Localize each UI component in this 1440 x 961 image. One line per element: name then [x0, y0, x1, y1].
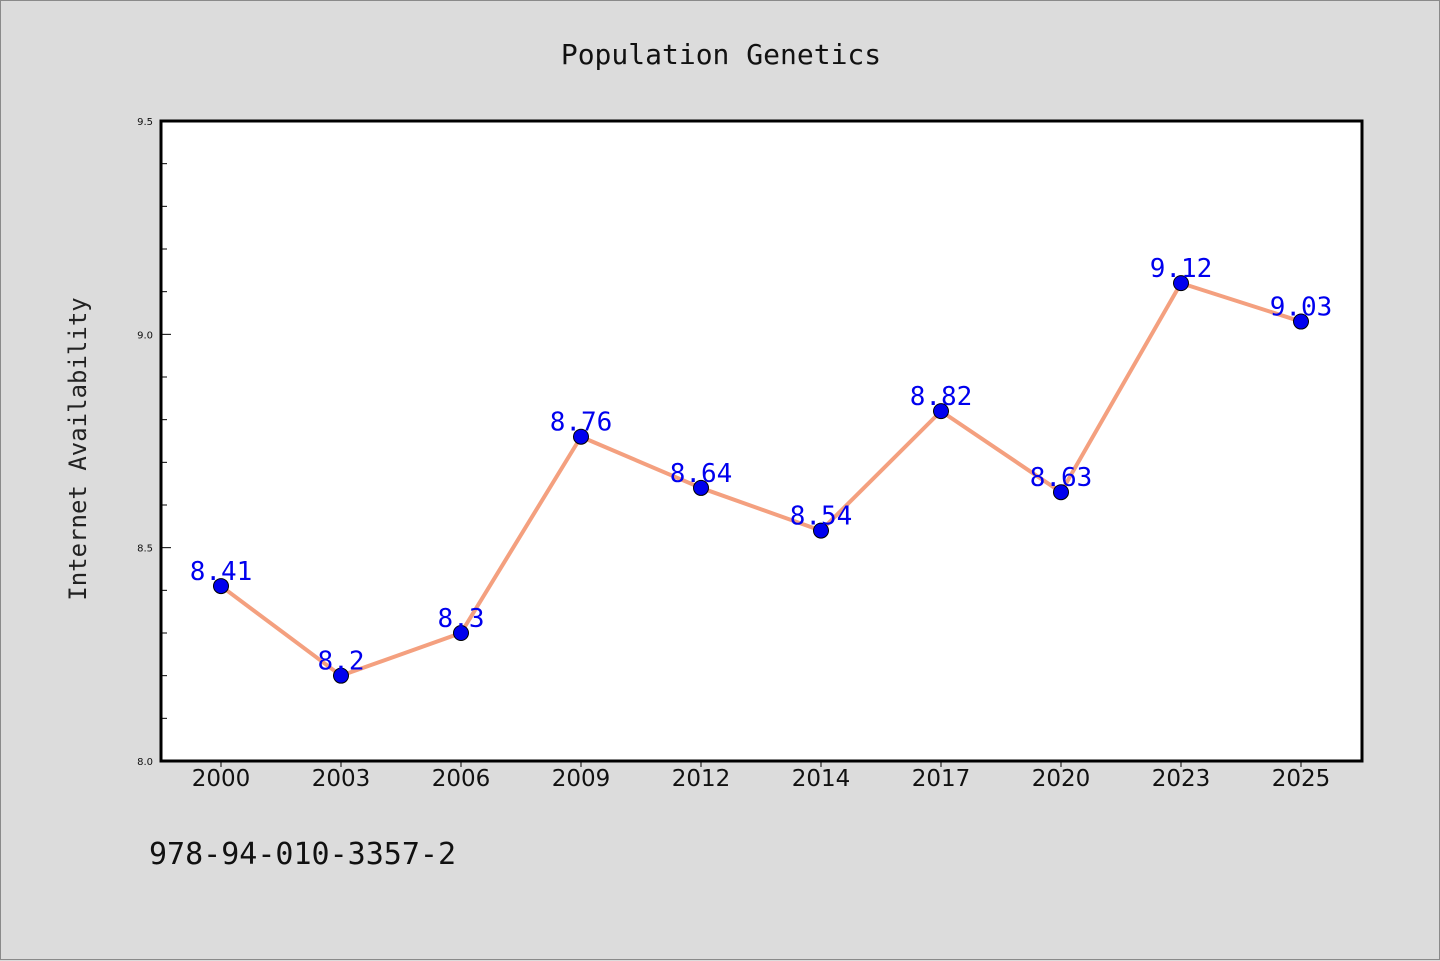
x-tick-label: 2023 — [1152, 766, 1211, 792]
data-point — [333, 667, 349, 684]
x-tick-label: 2014 — [792, 766, 851, 792]
x-tick-label: 2006 — [432, 766, 491, 792]
isbn-annotation: 978-94-010-3357-2 — [149, 837, 456, 872]
data-label: 8.41 — [190, 557, 253, 587]
data-point — [1173, 275, 1189, 292]
data-labels-layer: 8.41 8.2 8.3 8.76 8.64 8.54 8.82 8.63 9.12 9.03 — [190, 254, 1333, 677]
chart-title: Population Genetics — [561, 38, 881, 71]
y-axis-label: Internet Availability — [64, 297, 92, 600]
axis-ticks: 8.0 8.5 9.0 9.5 2000 2003 2006 2009 2012 2014 2017… — [137, 117, 1330, 792]
data-point — [573, 428, 589, 445]
data-label: 8.54 — [790, 502, 853, 532]
data-label: 8.2 — [318, 647, 365, 677]
data-label: 8.82 — [910, 382, 973, 412]
series-line — [219, 281, 1303, 678]
plot-border — [159, 119, 1364, 763]
data-point — [1293, 313, 1309, 330]
x-tick-label: 2000 — [192, 766, 251, 792]
data-point — [453, 625, 469, 641]
y-tick-label: 9.0 — [137, 330, 153, 341]
data-label: 9.03 — [1270, 293, 1333, 323]
data-point — [213, 578, 229, 595]
x-tick-label: 2020 — [1032, 766, 1091, 792]
x-tick-label: 2003 — [312, 766, 371, 792]
data-label: 9.12 — [1150, 254, 1213, 284]
data-label: 8.76 — [550, 408, 613, 438]
data-point — [813, 522, 829, 539]
y-tick-label: 9.5 — [137, 117, 153, 128]
x-tick-label: 2012 — [672, 766, 731, 792]
data-point — [933, 403, 949, 420]
data-point — [1053, 484, 1069, 501]
data-point — [693, 479, 709, 496]
series-layer — [213, 275, 1309, 684]
data-label: 8.3 — [438, 604, 485, 634]
x-tick-label: 2009 — [552, 766, 611, 792]
data-label: 8.63 — [1030, 463, 1093, 493]
y-tick-label: 8.0 — [137, 757, 153, 768]
y-tick-label: 8.5 — [137, 544, 153, 555]
data-label: 8.64 — [670, 459, 733, 489]
x-tick-label: 2017 — [912, 766, 971, 792]
x-tick-label: 2025 — [1272, 766, 1331, 792]
plot-area — [161, 121, 1362, 761]
